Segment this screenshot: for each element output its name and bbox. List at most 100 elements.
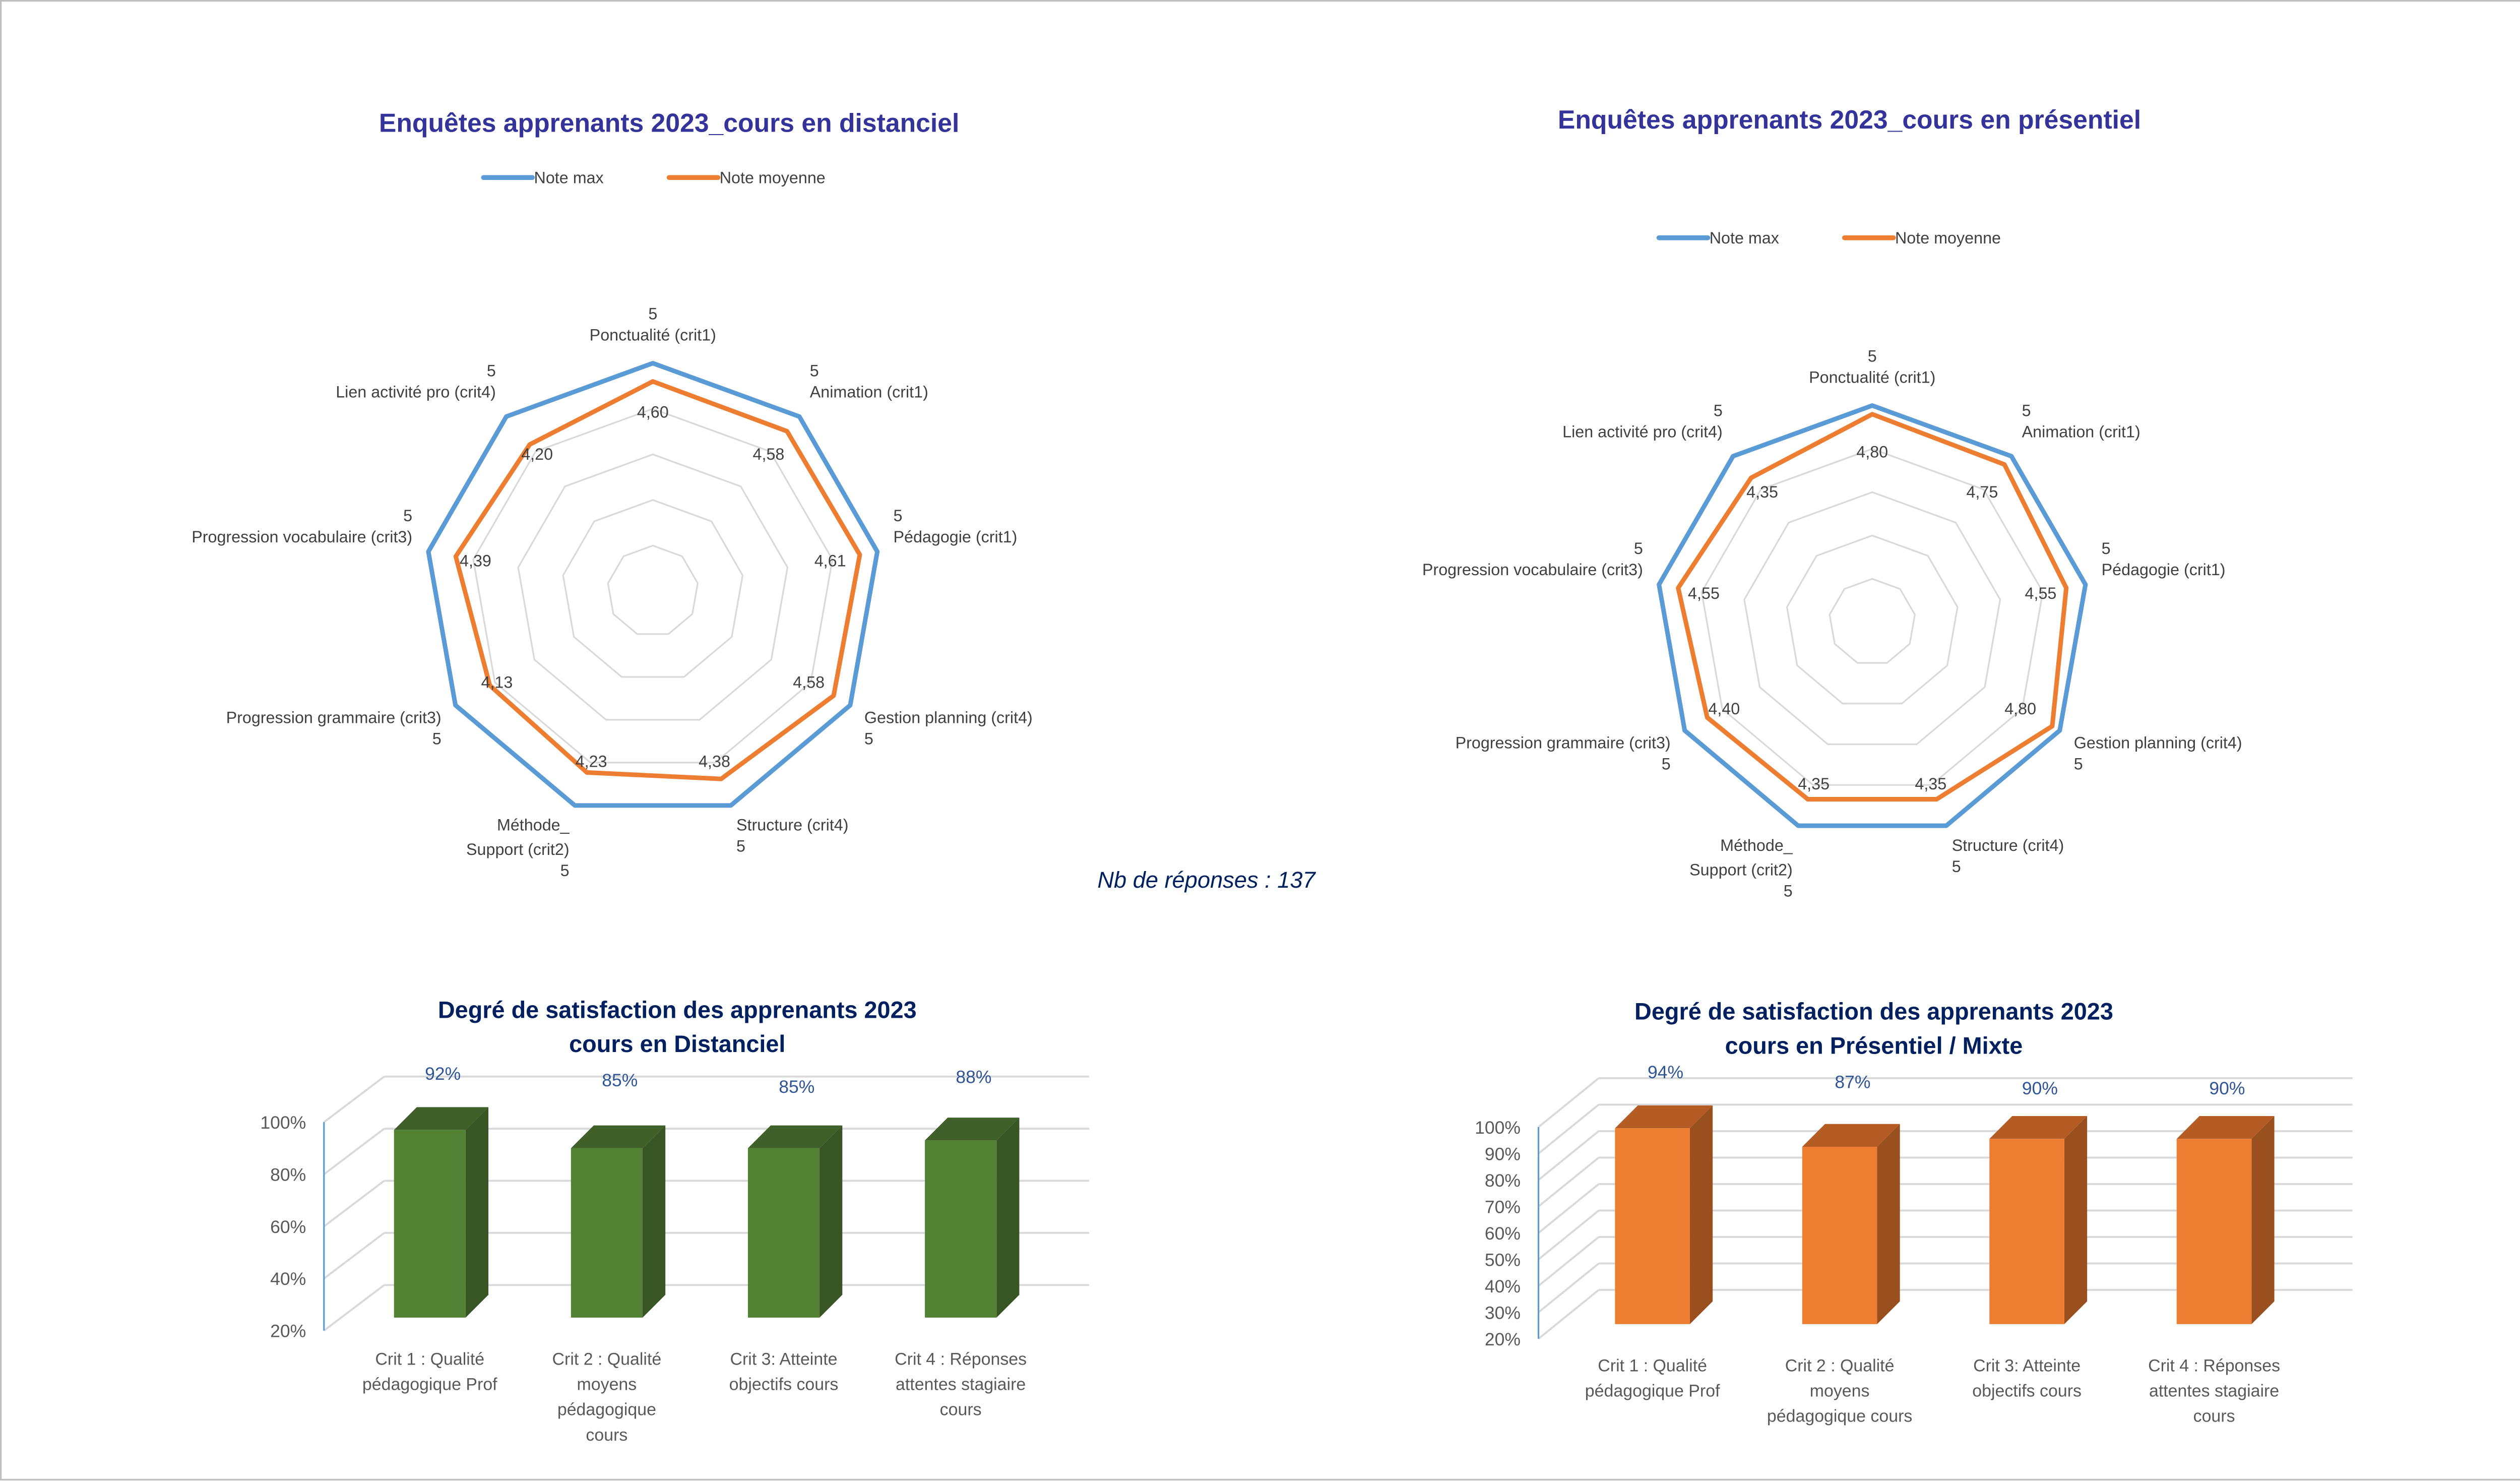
x-category-label: objectifs cours xyxy=(729,1375,839,1394)
x-category-label: attentes stagiaire xyxy=(2149,1382,2279,1401)
data-label: 4,58 xyxy=(753,445,785,463)
side-gridline xyxy=(1538,1262,1600,1313)
bar-presentiel: 100% 90% 80% 70% 60% 50% 40% 30% 20% 94% Crit 1 : … xyxy=(1475,1062,2353,1426)
bar-top xyxy=(925,1118,1020,1141)
data-label: 88% xyxy=(956,1067,991,1087)
axis-category-label: Ponctualité (crit1) xyxy=(1809,368,1935,386)
data-label: 4,61 xyxy=(814,552,846,570)
data-label: 4,60 xyxy=(637,403,669,421)
axis-category-label: Animation (crit1) xyxy=(2022,422,2140,441)
bar-presentiel-title-line2: cours en Présentiel / Mixte xyxy=(1725,1032,2023,1059)
axis-category-label: Progression grammaire (crit3) xyxy=(226,709,442,727)
max-value-label: 5 xyxy=(2074,755,2083,773)
radar-gridline xyxy=(517,453,789,721)
x-category-label: pédagogique Prof xyxy=(1585,1382,1720,1401)
max-value-label: 5 xyxy=(487,362,496,380)
radar-distanciel: Note max Note moyenne 4,60 4,58 4,61 4,58 4,38… xyxy=(192,168,1033,880)
max-value-label: 5 xyxy=(1634,539,1643,558)
x-category-label: cours xyxy=(2193,1407,2235,1426)
radar-gridline xyxy=(1786,534,1959,705)
bar-side xyxy=(1877,1124,1900,1324)
radar-gridline xyxy=(1700,448,2044,786)
y-tick-label: 60% xyxy=(270,1217,306,1237)
side-gridline xyxy=(323,1232,385,1279)
bar xyxy=(394,1130,466,1318)
data-label: 4,40 xyxy=(1708,700,1740,718)
data-label: 4,75 xyxy=(1966,483,1998,501)
data-label: 4,35 xyxy=(1746,483,1778,501)
data-label: 4,80 xyxy=(1856,443,1888,461)
series-line-note-moyenne xyxy=(1676,412,2069,802)
axis-category-label: Animation (crit1) xyxy=(810,383,928,401)
axis-category-label: Support (crit2) xyxy=(466,840,570,858)
data-label: 4,55 xyxy=(1688,584,1720,602)
x-category-label: Crit 2 : Qualité xyxy=(1785,1356,1895,1375)
data-label: 92% xyxy=(425,1064,461,1084)
radar-gridline xyxy=(562,499,744,678)
max-value-label: 5 xyxy=(1952,857,1961,876)
max-value-label: 5 xyxy=(1784,882,1793,900)
max-value-label: 5 xyxy=(648,304,657,323)
data-label: 4,20 xyxy=(521,445,553,463)
axis-category-label: Lien activité pro (crit4) xyxy=(1562,422,1723,441)
axis-category-label: Pédagogie (crit1) xyxy=(2102,561,2226,579)
data-label: 4,35 xyxy=(1798,775,1830,793)
y-tick-label: 70% xyxy=(1485,1197,1521,1217)
max-value-label: 5 xyxy=(864,730,873,748)
max-value-label: 5 xyxy=(1662,755,1671,773)
bar-side xyxy=(2064,1116,2088,1324)
side-gridline xyxy=(1538,1103,1600,1154)
bar-side xyxy=(465,1107,489,1318)
data-label: 4,38 xyxy=(699,753,730,771)
side-gridline xyxy=(323,1076,385,1123)
axis-category-label: Méthode_ xyxy=(1720,836,1793,854)
radar-gridline xyxy=(607,544,699,635)
legend-label: Note moyenne xyxy=(1895,229,2001,247)
bar xyxy=(925,1140,997,1318)
data-label: 85% xyxy=(602,1070,638,1090)
y-tick-label: 20% xyxy=(1485,1329,1521,1349)
x-category-label: attentes stagiaire xyxy=(896,1375,1026,1394)
data-label: 94% xyxy=(1648,1062,1683,1082)
data-label: 87% xyxy=(1835,1072,1870,1092)
axis-category-label: Lien activité pro (crit4) xyxy=(336,383,496,401)
data-label: 90% xyxy=(2022,1078,2058,1098)
axis-category-label: Progression vocabulaire (crit3) xyxy=(1422,561,1643,579)
bar xyxy=(747,1148,820,1318)
radar-presentiel-title: Enquêtes apprenants 2023_cours en présen… xyxy=(1558,105,2141,134)
bar-distanciel-title-line2: cours en Distanciel xyxy=(569,1031,785,1057)
side-gridline xyxy=(1538,1209,1600,1260)
data-label: 85% xyxy=(779,1077,814,1097)
x-category-label: moyens xyxy=(577,1375,637,1394)
bar xyxy=(1615,1128,1690,1324)
max-value-label: 5 xyxy=(1868,347,1877,365)
bar-top xyxy=(2176,1116,2275,1139)
bar-top xyxy=(747,1125,843,1148)
side-gridline xyxy=(1538,1130,1600,1181)
x-category-label: cours xyxy=(586,1426,627,1445)
bar-top xyxy=(571,1125,666,1148)
x-category-label: Crit 3: Atteinte xyxy=(1973,1356,2081,1375)
data-label: 90% xyxy=(2209,1078,2245,1098)
x-category-label: Crit 1 : Qualité xyxy=(1598,1356,1707,1375)
max-value-label: 5 xyxy=(810,362,819,380)
data-label: 4,35 xyxy=(1915,775,1946,793)
max-value-label: 5 xyxy=(432,730,442,748)
bar-side xyxy=(642,1125,666,1318)
y-tick-label: 60% xyxy=(1485,1223,1521,1244)
side-gridline xyxy=(323,1180,385,1227)
legend-label: Note moyenne xyxy=(720,168,826,187)
data-label: 4,58 xyxy=(793,673,825,691)
x-category-label: pédagogique Prof xyxy=(362,1375,497,1394)
bar xyxy=(1989,1139,2064,1324)
max-value-label: 5 xyxy=(560,861,570,880)
radar-presentiel: Note max Note moyenne 4,80 4,75 4,55 4,80 4,35… xyxy=(1422,229,2242,900)
axis-category-label: Structure (crit4) xyxy=(736,816,849,834)
bar-side xyxy=(2251,1116,2275,1324)
data-label: 4,23 xyxy=(576,753,607,771)
y-tick-label: 100% xyxy=(260,1113,306,1133)
max-value-label: 5 xyxy=(736,837,745,855)
series-line-note-max xyxy=(1657,403,2088,828)
